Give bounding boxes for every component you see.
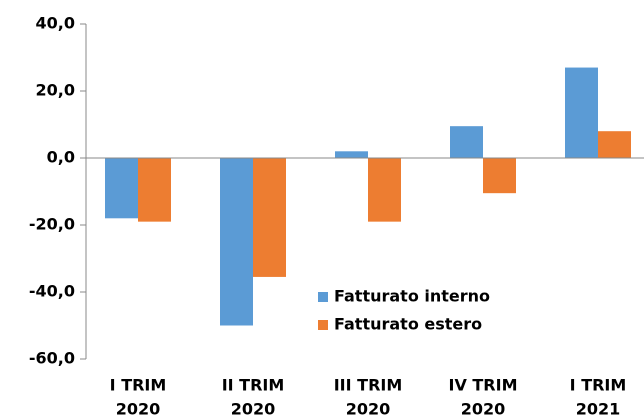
x-tick-label: 2020 bbox=[461, 400, 506, 419]
y-tick-label: -40,0 bbox=[29, 282, 75, 301]
x-tick-label: IV TRIM bbox=[448, 376, 517, 395]
legend-swatch bbox=[318, 292, 328, 302]
x-tick-label: 2021 bbox=[576, 400, 621, 419]
bar bbox=[483, 158, 516, 194]
bar bbox=[138, 158, 171, 222]
y-tick-label: 20,0 bbox=[36, 81, 75, 100]
x-tick-label: III TRIM bbox=[334, 376, 403, 395]
x-tick-label: I TRIM bbox=[570, 376, 627, 395]
bar bbox=[368, 158, 401, 222]
y-tick-label: -20,0 bbox=[29, 215, 75, 234]
x-tick-label: 2020 bbox=[231, 400, 276, 419]
bar bbox=[335, 151, 368, 158]
legend-label: Fatturato estero bbox=[334, 315, 482, 334]
bar bbox=[253, 158, 286, 277]
bar bbox=[450, 126, 483, 158]
x-tick-label: 2020 bbox=[116, 400, 161, 419]
y-tick-label: -60,0 bbox=[29, 349, 75, 368]
x-tick-label: 2020 bbox=[346, 400, 391, 419]
y-tick-label: 40,0 bbox=[36, 14, 75, 33]
legend-label: Fatturato interno bbox=[334, 287, 490, 306]
bar bbox=[565, 67, 598, 158]
bar bbox=[220, 158, 253, 326]
x-tick-label: II TRIM bbox=[222, 376, 285, 395]
x-tick-label: I TRIM bbox=[110, 376, 167, 395]
legend-swatch bbox=[318, 320, 328, 330]
bar bbox=[105, 158, 138, 219]
bar bbox=[598, 131, 631, 158]
y-tick-label: 0,0 bbox=[47, 148, 75, 167]
